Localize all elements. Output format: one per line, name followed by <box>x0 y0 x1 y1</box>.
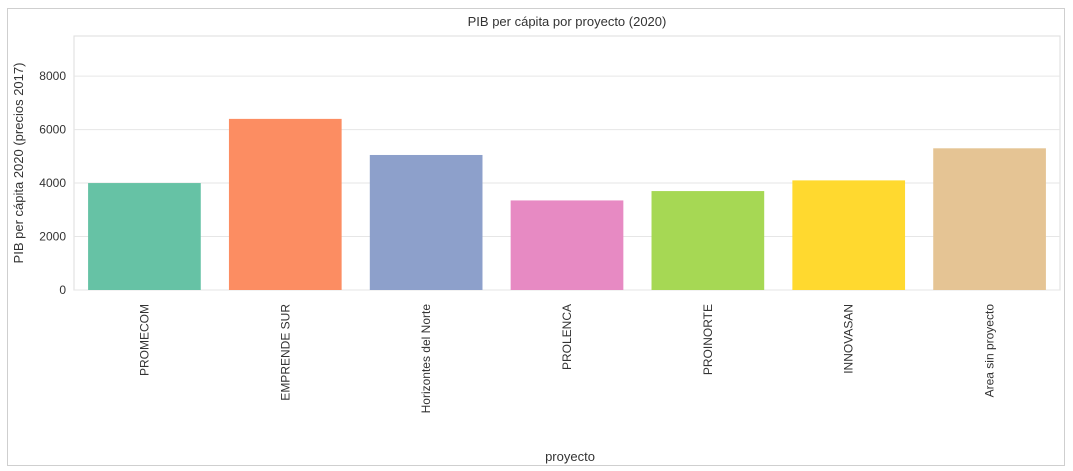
bar-emprende-sur <box>228 118 342 290</box>
chart-title: PIB per cápita por proyecto (2020) <box>468 14 667 29</box>
y-tick-label: 2000 <box>39 230 66 244</box>
x-tick-label: PROMECOM <box>137 304 151 376</box>
x-tick-label: Horizontes del Norte <box>419 304 433 414</box>
x-tick-labels: PROMECOM EMPRENDE SUR Horizontes del Norte… <box>137 304 996 414</box>
x-axis-title: proyecto <box>545 449 595 464</box>
bars <box>88 118 1046 290</box>
x-tick-label: Area sin proyecto <box>983 304 997 398</box>
y-tick-label: 4000 <box>39 176 66 190</box>
bar-horizontes-del-norte <box>369 154 483 290</box>
x-tick-label: INNOVASAN <box>842 304 856 374</box>
y-tick-label: 0 <box>59 283 66 297</box>
bar-innovasan <box>792 180 906 290</box>
bar-prolenca <box>510 200 624 290</box>
y-tick-labels: 0 2000 4000 6000 8000 <box>39 69 66 297</box>
bar-promecom <box>88 183 201 290</box>
y-tick-label: 6000 <box>39 123 66 137</box>
y-tick-label: 8000 <box>39 69 66 83</box>
bar-area-sin-proyecto <box>933 148 1046 290</box>
x-tick-label: PROINORTE <box>701 304 715 375</box>
bar-proinorte <box>651 191 765 290</box>
y-axis-title: PIB per cápita 2020 (precios 2017) <box>11 63 26 264</box>
x-tick-label: EMPRENDE SUR <box>278 304 292 401</box>
x-tick-label: PROLENCA <box>560 304 574 370</box>
